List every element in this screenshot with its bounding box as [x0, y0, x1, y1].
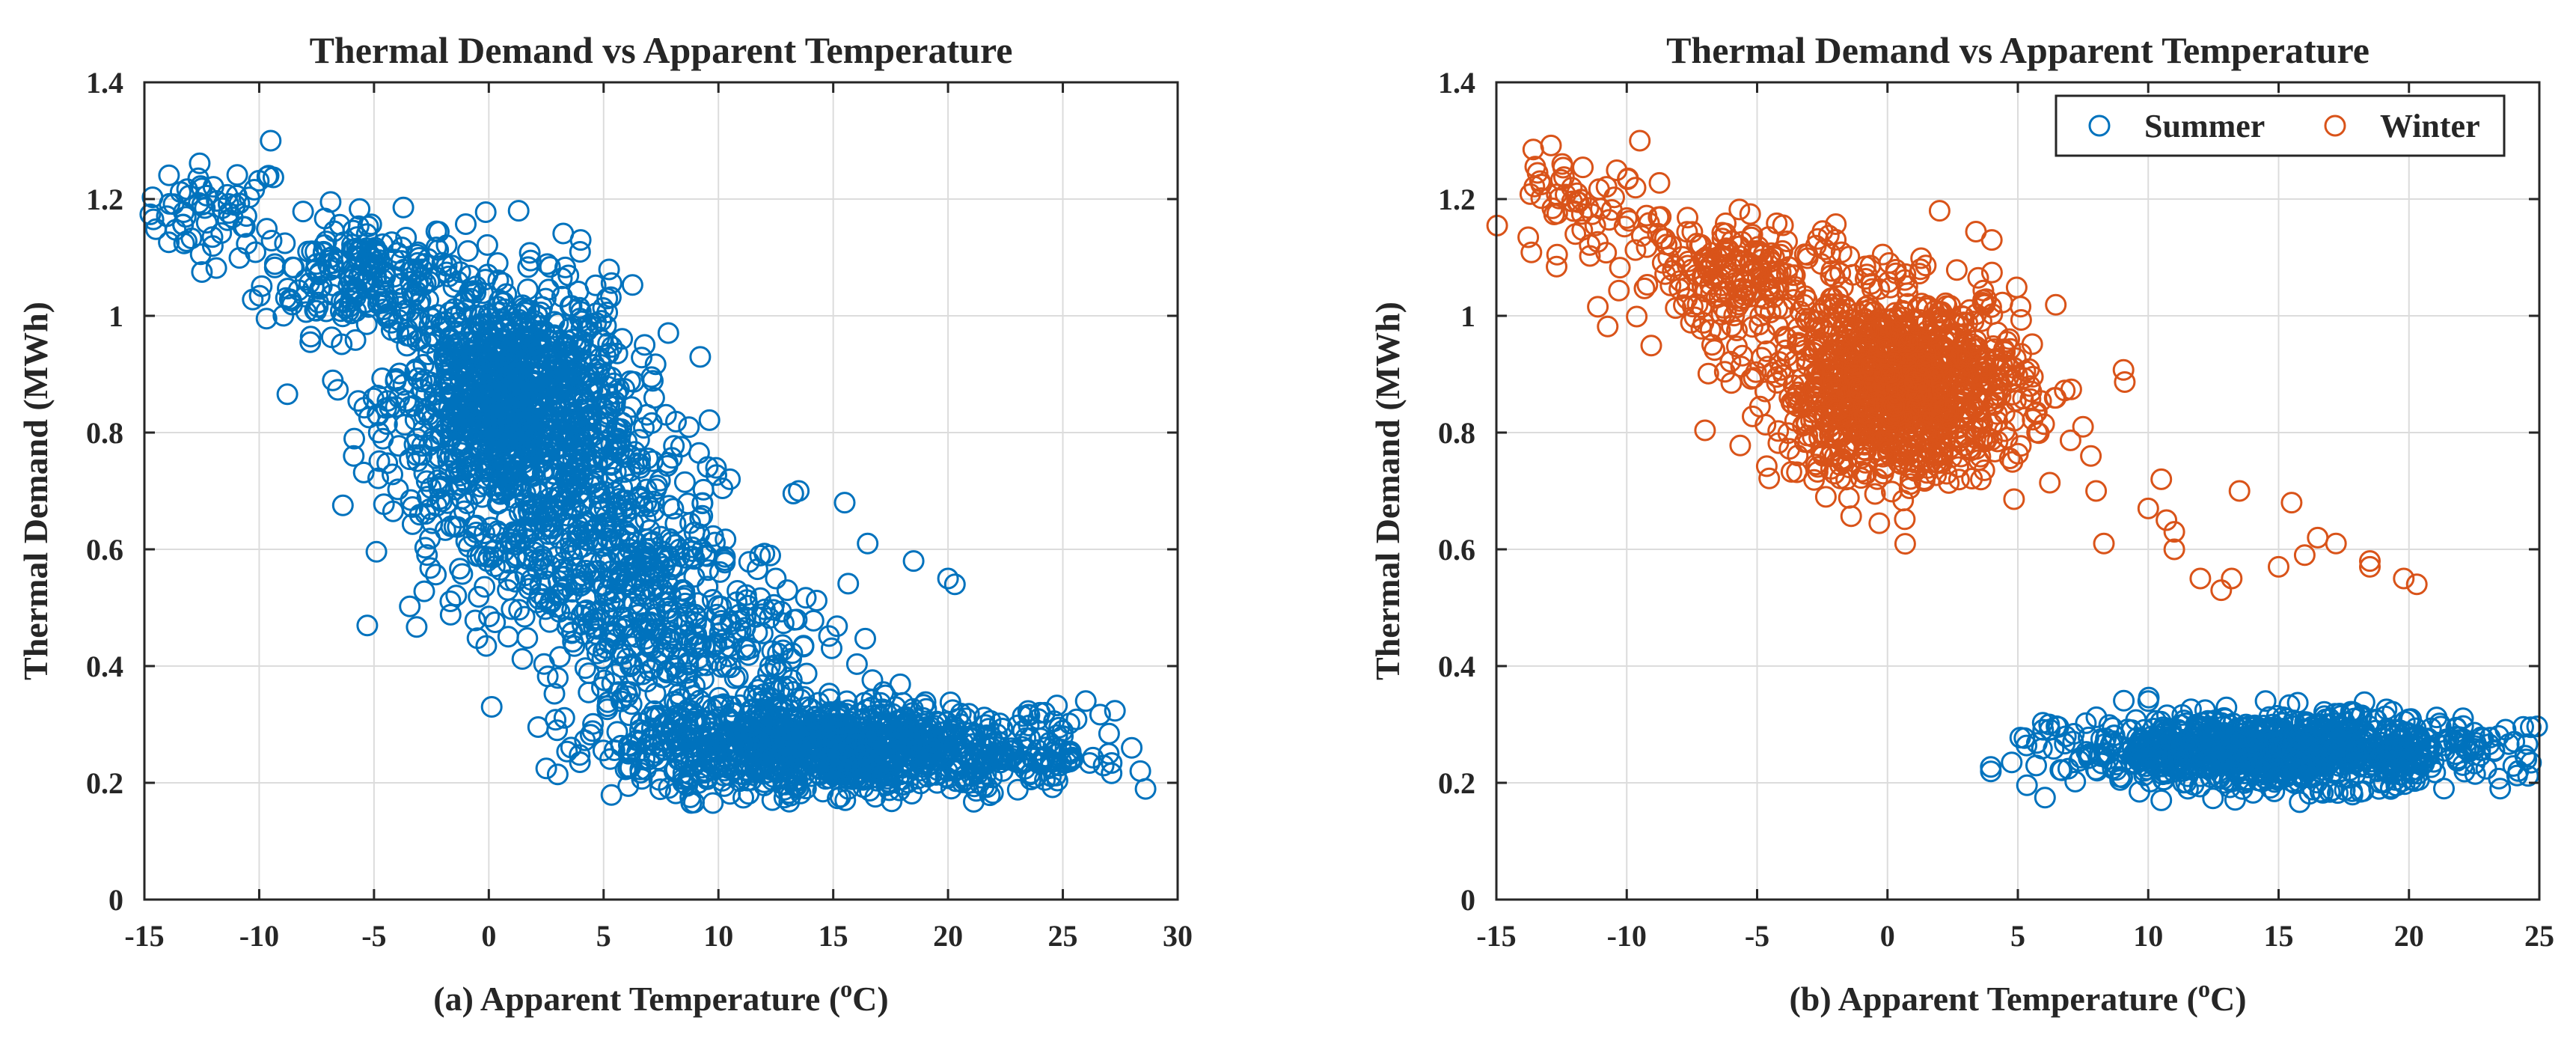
- x-tick-label: -5: [361, 919, 386, 953]
- x-tick-label: -10: [239, 919, 279, 953]
- x-tick-label: 25: [1048, 919, 1078, 953]
- x-tick-label: 0: [481, 919, 496, 953]
- x-axis-label: (a) Apparent Temperature (oC): [433, 975, 888, 1018]
- y-tick-label: 1.4: [86, 66, 123, 100]
- y-tick-label: 0.8: [86, 416, 123, 450]
- y-tick-label: 0: [108, 883, 123, 917]
- x-tick-label: 20: [933, 919, 963, 953]
- x-tick-label: 15: [819, 919, 848, 953]
- y-tick-label: 0.4: [86, 650, 123, 683]
- x-tick-label: 30: [1163, 919, 1193, 953]
- x-tick-label: 10: [703, 919, 733, 953]
- y-axis-label: Thermal Demand (MWh): [16, 302, 55, 680]
- x-tick-label: -15: [124, 919, 164, 953]
- y-tick-label: 0.6: [86, 533, 123, 567]
- chart-title: Thermal Demand vs Apparent Temperature: [310, 29, 1013, 71]
- y-tick-label: 1.2: [86, 183, 123, 216]
- y-tick-label: 0.2: [86, 766, 123, 800]
- y-tick-label: 1: [108, 299, 123, 333]
- x-tick-label: 5: [596, 919, 611, 953]
- chart-panel-a: -15 -10 -5 0 5 10 15 20 25 30 0 0.2 0.4 0.6 0.8 1 1.2 1.4…: [16, 29, 1193, 1018]
